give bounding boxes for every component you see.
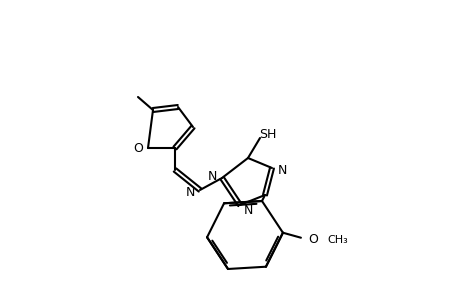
Text: N: N xyxy=(185,185,194,199)
Text: N: N xyxy=(277,164,286,176)
Text: SH: SH xyxy=(259,128,276,140)
Text: N: N xyxy=(243,205,252,218)
Text: O: O xyxy=(133,142,143,155)
Text: O: O xyxy=(308,233,317,246)
Text: CH₃: CH₃ xyxy=(326,235,347,245)
Text: N: N xyxy=(207,169,216,182)
